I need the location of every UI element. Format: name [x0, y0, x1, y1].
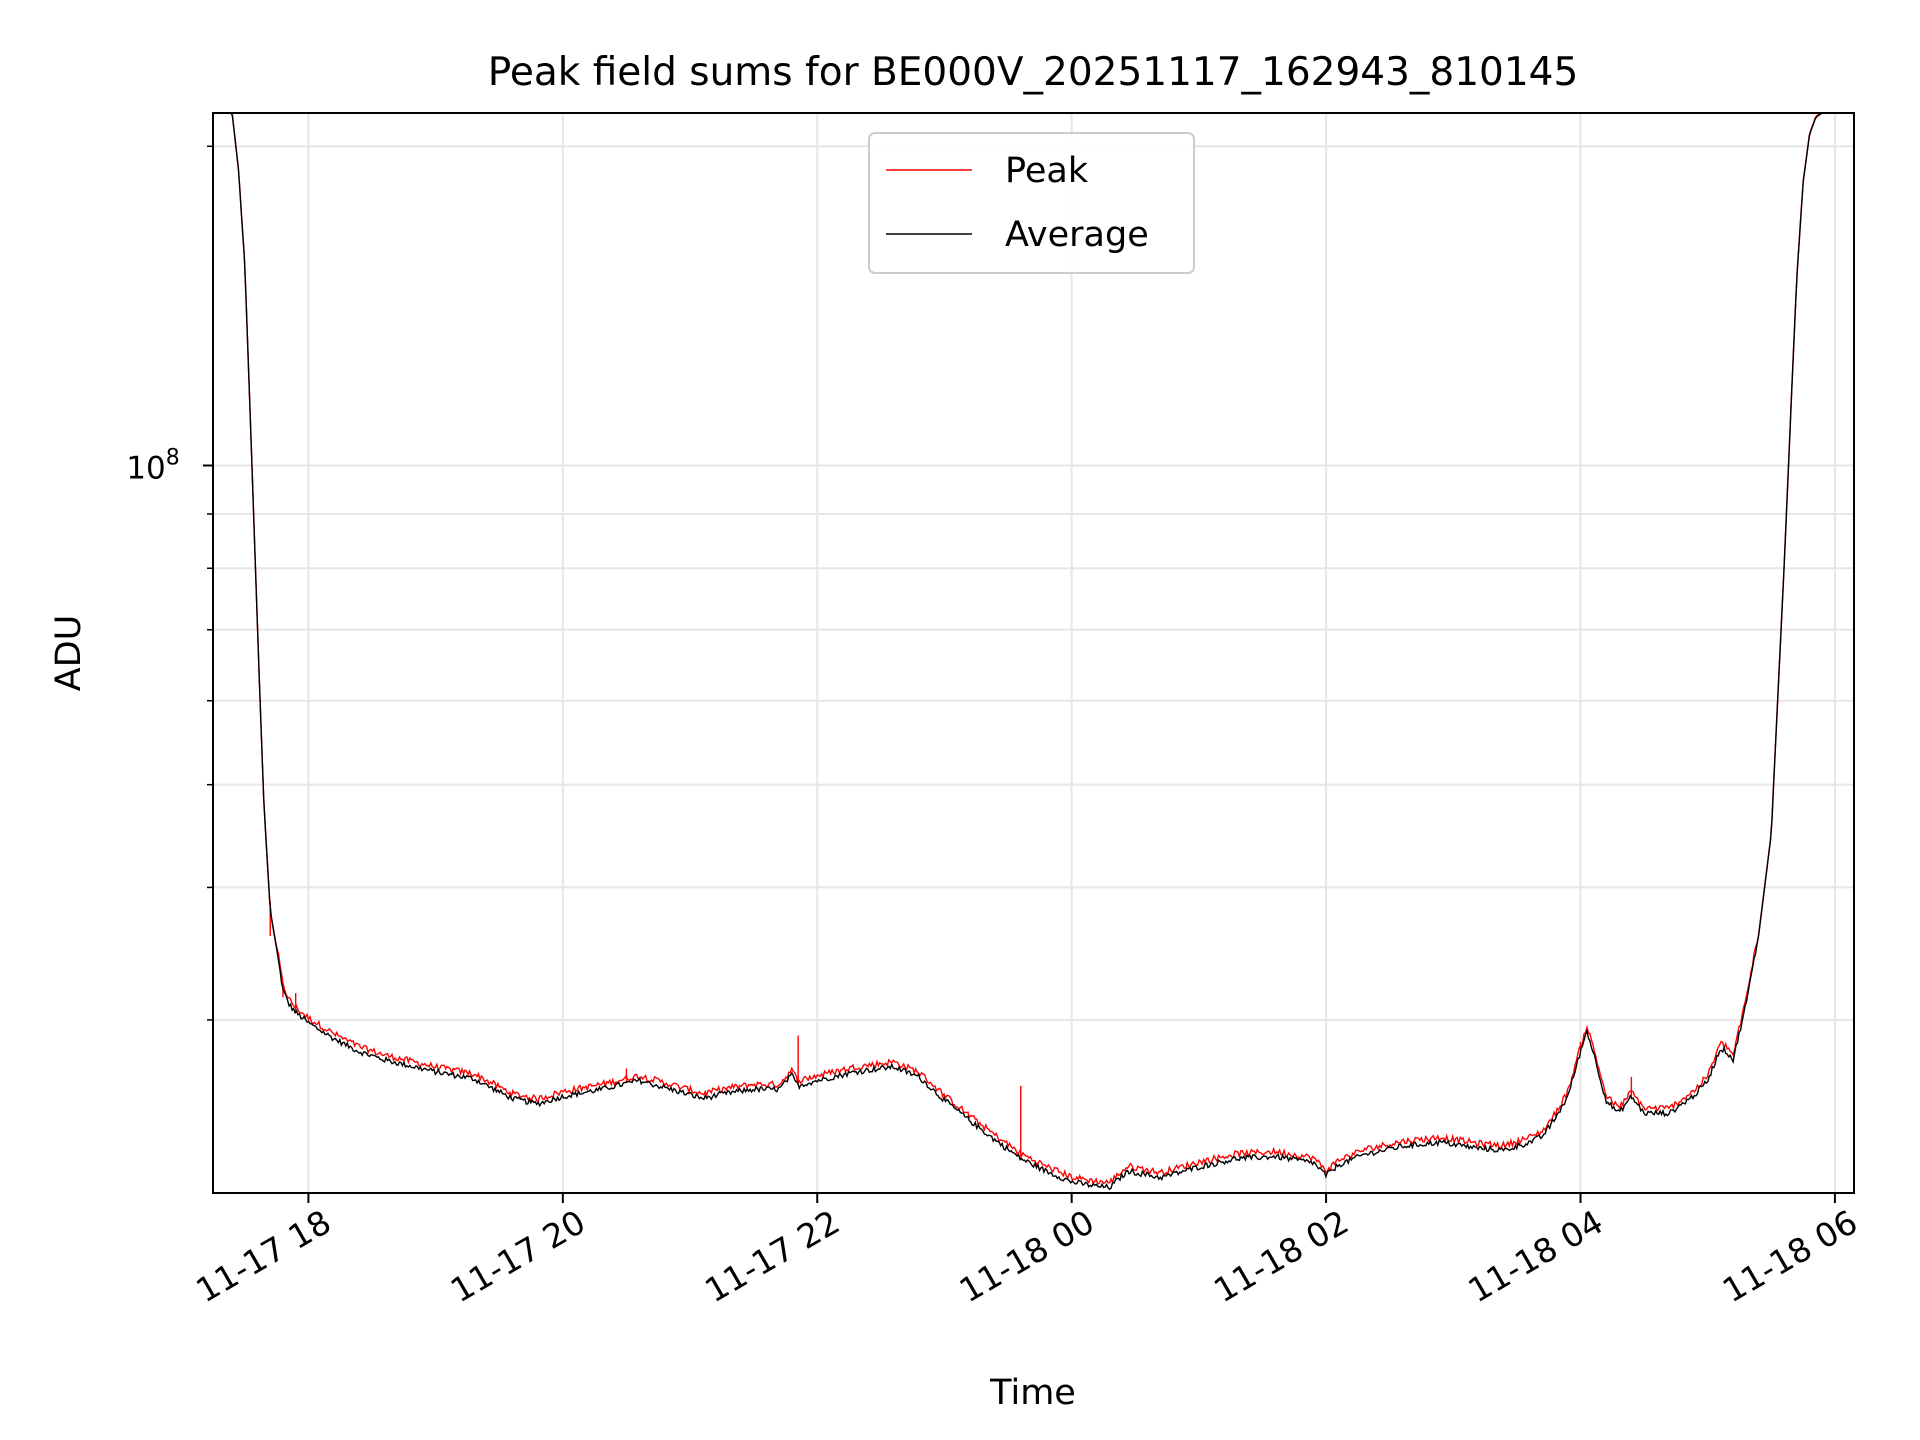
grid [213, 113, 1854, 1193]
series-layer [213, 112, 1854, 1191]
y-axis: 108 [126, 145, 213, 1021]
x-axis-label: Time [989, 1373, 1076, 1413]
legend: Peak Average [868, 132, 1195, 274]
x-tick-label: 11-17 22 [698, 1202, 846, 1310]
x-axis: 11-17 18 11-17 20 11-17 22 11-18 00 11-18 02… [189, 1193, 1864, 1310]
series-average-line [213, 112, 1854, 1191]
x-tick-label: 11-17 20 [444, 1202, 592, 1310]
legend-peak-label: Peak [1005, 151, 1089, 191]
y-tick-label: 108 [126, 445, 179, 486]
x-tick-label: 11-18 02 [1207, 1202, 1355, 1310]
x-tick-label: 11-18 04 [1462, 1202, 1610, 1310]
x-tick-label: 11-18 06 [1716, 1202, 1864, 1310]
y-axis-label: ADU [49, 615, 89, 692]
chart-title: Peak field sums for BE000V_20251117_1629… [488, 50, 1579, 95]
axes-frame [212, 112, 1855, 1194]
legend-average-label: Average [1005, 215, 1149, 255]
legend-box [868, 132, 1195, 274]
x-tick-label: 11-18 00 [953, 1202, 1101, 1310]
x-tick-label: 11-17 18 [189, 1202, 337, 1310]
